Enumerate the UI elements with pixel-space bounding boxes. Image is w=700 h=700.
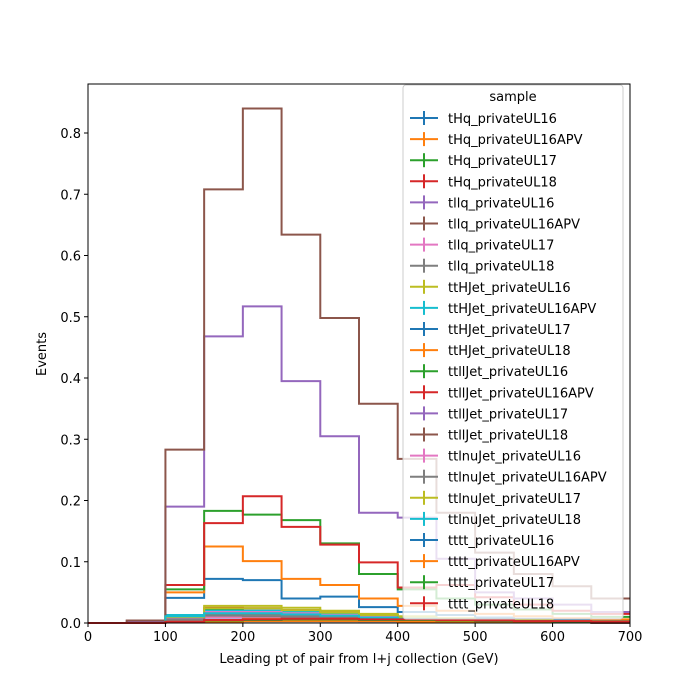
y-tick-label: 0.5: [60, 311, 81, 326]
legend-label: ttlnuJet_privateUL18: [448, 513, 581, 528]
x-tick-label: 300: [308, 630, 333, 645]
legend: sample tHq_privateUL16 tHq_privateUL16APV…: [402, 84, 624, 620]
series-line-23: [88, 617, 630, 624]
y-tick-label: 0.7: [60, 188, 81, 203]
x-axis-label: Leading pt of pair from l+j collection (…: [219, 652, 498, 667]
legend-label: ttlnuJet_privateUL16: [448, 450, 581, 465]
y-axis-label: Events: [35, 332, 50, 376]
x-tick-label: 400: [385, 630, 410, 645]
legend-label: tHq_privateUL17: [448, 154, 557, 169]
legend-label: tHq_privateUL16: [448, 112, 557, 127]
legend-label: tllq_privateUL16: [448, 196, 554, 211]
x-tick-label: 200: [230, 630, 255, 645]
x-tick-label: 0: [84, 630, 92, 645]
legend-label: ttHJet_privateUL16: [448, 281, 571, 296]
y-tick-label: 0.6: [60, 250, 81, 265]
y-tick-label: 0.0: [60, 617, 81, 632]
legend-label: tllq_privateUL16APV: [448, 218, 580, 233]
legend-label: ttlnuJet_privateUL17: [448, 492, 581, 507]
legend-label: tttt_privateUL16: [448, 534, 554, 549]
x-tick-label: 500: [463, 630, 488, 645]
legend-label: ttHJet_privateUL18: [448, 344, 571, 359]
y-tick-label: 0.3: [60, 433, 81, 448]
y-axis-ticks: 0.0 0.1 0.2 0.3 0.4 0.5 0.6 0.7 0.8: [60, 127, 88, 632]
legend-label: ttllJet_privateUL17: [448, 407, 568, 422]
legend-label: tHq_privateUL16APV: [448, 133, 583, 148]
legend-label: tttt_privateUL16APV: [448, 555, 580, 570]
plot-frame: [87, 83, 631, 624]
y-tick-label: 0.4: [60, 372, 81, 387]
y-tick-label: 0.2: [60, 495, 81, 510]
legend-label: tllq_privateUL18: [448, 260, 554, 275]
legend-title: sample: [489, 90, 536, 105]
legend-label: ttlnuJet_privateUL16APV: [448, 471, 607, 486]
legend-label: tllq_privateUL17: [448, 239, 554, 254]
legend-box: [402, 84, 624, 620]
legend-label: tHq_privateUL18: [448, 175, 557, 190]
legend-label: tttt_privateUL17: [448, 576, 554, 591]
y-tick-label: 0.1: [60, 556, 81, 571]
x-tick-label: 600: [540, 630, 565, 645]
x-tick-label: 100: [153, 630, 178, 645]
y-tick-label: 0.8: [60, 127, 81, 142]
legend-label: ttllJet_privateUL16: [448, 365, 568, 380]
x-axis-ticks: 0 100 200 300 400 500 600 700: [84, 623, 643, 645]
legend-label: ttllJet_privateUL18: [448, 429, 568, 444]
legend-items: tHq_privateUL16 tHq_privateUL16APV tHq_pri…: [410, 111, 607, 612]
legend-label: ttHJet_privateUL16APV: [448, 302, 596, 317]
legend-label: ttllJet_privateUL16APV: [448, 386, 594, 401]
legend-label: tttt_privateUL18: [448, 597, 554, 612]
x-tick-label: 700: [618, 630, 643, 645]
legend-label: ttHJet_privateUL17: [448, 323, 571, 338]
